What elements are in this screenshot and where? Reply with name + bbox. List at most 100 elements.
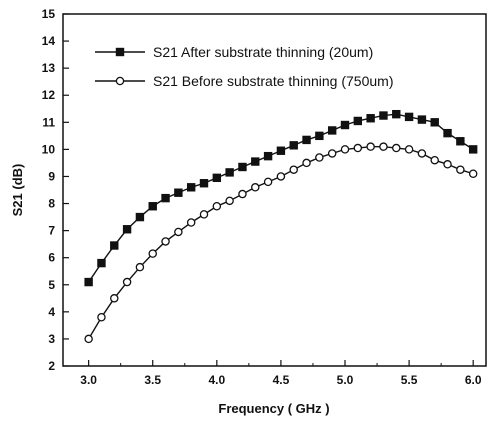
x-tick-label: 4.0 xyxy=(208,373,225,387)
data-point xyxy=(302,135,311,145)
y-tick-label: 5 xyxy=(48,278,55,292)
y-tick-label: 7 xyxy=(48,224,55,238)
data-point xyxy=(468,145,478,154)
data-point xyxy=(212,201,222,211)
data-point xyxy=(199,210,209,219)
data-point xyxy=(225,168,234,177)
x-tick-label: 3.0 xyxy=(80,373,97,387)
data-point xyxy=(238,189,247,199)
data-point xyxy=(135,212,145,222)
data-point xyxy=(238,162,247,172)
data-point xyxy=(122,225,132,234)
data-point xyxy=(404,112,414,122)
y-tick-label: 11 xyxy=(42,115,55,129)
data-point xyxy=(97,313,106,322)
data-point xyxy=(199,179,209,188)
y-tick-label: 15 xyxy=(42,7,56,21)
data-point xyxy=(353,116,363,126)
data-point xyxy=(161,193,170,203)
data-point xyxy=(302,158,311,168)
y-tick-label: 3 xyxy=(48,332,55,346)
data-point xyxy=(135,262,145,272)
y-tick-label: 9 xyxy=(48,169,55,183)
data-point xyxy=(276,146,286,155)
series-layer xyxy=(84,109,478,344)
data-point xyxy=(456,137,465,146)
data-point xyxy=(379,142,388,151)
data-point xyxy=(251,157,260,166)
legend-item: S21 After substrate thinning (20um) xyxy=(95,44,373,60)
data-point xyxy=(186,218,196,227)
data-point xyxy=(417,115,427,124)
x-tick-label: 4.5 xyxy=(273,373,290,387)
data-point xyxy=(443,160,452,169)
data-point xyxy=(212,173,222,183)
data-point xyxy=(148,249,157,258)
y-tick-label: 6 xyxy=(48,251,55,265)
data-point xyxy=(110,241,119,250)
data-point xyxy=(110,294,119,303)
data-point xyxy=(84,334,93,344)
data-point xyxy=(327,149,337,158)
data-point xyxy=(84,277,93,287)
data-point xyxy=(340,145,350,154)
data-point xyxy=(430,155,439,165)
data-point xyxy=(315,153,324,162)
series-2 xyxy=(84,142,478,344)
y-axis-ticks: 2 3 4 5 6 7 8 9 10 11 12 13 14 15 xyxy=(42,7,69,373)
data-point xyxy=(430,118,439,127)
data-point xyxy=(148,202,157,211)
data-point xyxy=(174,188,183,197)
legend-item: S21 Before substrate thinning (750um) xyxy=(95,73,393,89)
series-line xyxy=(88,113,474,283)
data-point xyxy=(251,183,260,192)
legend-marker xyxy=(115,76,125,86)
legend-label: S21 After substrate thinning (20um) xyxy=(153,44,373,60)
data-point xyxy=(161,237,170,246)
data-point xyxy=(468,169,478,179)
series-1 xyxy=(84,109,478,287)
data-point xyxy=(456,165,465,174)
data-point xyxy=(276,172,286,181)
x-axis-label: Frequency ( GHz ) xyxy=(218,401,329,416)
data-point xyxy=(392,109,401,119)
y-tick-label: 10 xyxy=(42,142,56,156)
y-tick-label: 8 xyxy=(48,197,55,211)
y-tick-label: 14 xyxy=(42,34,56,48)
data-point xyxy=(315,131,324,141)
y-tick-label: 2 xyxy=(48,359,55,373)
data-point xyxy=(379,111,388,120)
data-point xyxy=(392,143,401,153)
plot-frame xyxy=(62,13,487,367)
data-point xyxy=(225,196,234,206)
y-axis-label: S21 (dB) xyxy=(10,164,25,217)
data-point xyxy=(404,145,414,154)
data-point xyxy=(443,128,452,138)
data-point xyxy=(263,151,273,161)
data-point xyxy=(353,143,363,153)
data-point xyxy=(289,141,298,150)
legend-label: S21 Before substrate thinning (750um) xyxy=(153,73,393,89)
x-tick-label: 6.0 xyxy=(465,373,482,387)
legend: S21 After substrate thinning (20um) S21 B… xyxy=(95,44,393,89)
data-point xyxy=(366,142,375,151)
y-tick-label: 12 xyxy=(42,88,56,102)
data-point xyxy=(340,120,350,130)
x-tick-label: 3.5 xyxy=(144,373,161,387)
x-tick-label: 5.0 xyxy=(337,373,354,387)
data-point xyxy=(417,149,427,158)
data-point xyxy=(263,177,273,187)
data-point xyxy=(289,165,298,174)
data-point xyxy=(174,227,183,237)
y-tick-label: 13 xyxy=(42,61,56,75)
data-point xyxy=(327,126,337,135)
data-point xyxy=(366,114,375,123)
data-point xyxy=(186,183,196,192)
x-axis-ticks: 3.0 3.5 4.0 4.5 5.0 5.5 6.0 xyxy=(80,360,482,387)
data-point xyxy=(122,277,132,287)
data-point xyxy=(97,258,106,268)
x-tick-label: 5.5 xyxy=(401,373,418,387)
legend-marker xyxy=(115,47,125,57)
